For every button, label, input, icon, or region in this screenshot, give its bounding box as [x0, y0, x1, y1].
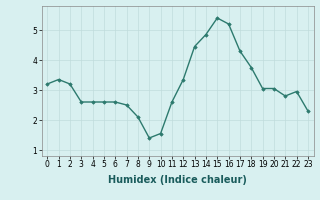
X-axis label: Humidex (Indice chaleur): Humidex (Indice chaleur) [108, 175, 247, 185]
